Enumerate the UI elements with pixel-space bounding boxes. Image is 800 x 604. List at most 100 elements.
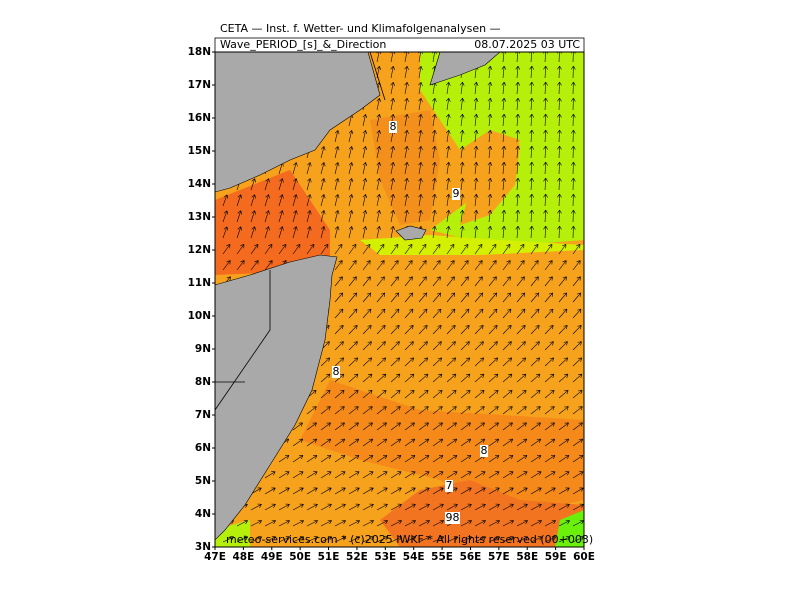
arrow — [487, 113, 493, 127]
arrow — [320, 146, 326, 159]
arrow — [488, 341, 498, 351]
contour-label-bg — [445, 480, 453, 492]
arrow — [474, 406, 485, 415]
arrow — [473, 97, 479, 111]
arrow — [502, 308, 512, 319]
arrow — [334, 210, 340, 223]
arrow — [376, 487, 388, 495]
arrow — [306, 194, 312, 207]
arrow — [278, 455, 290, 463]
arrow — [459, 81, 465, 95]
lat-label: 6N — [195, 442, 211, 454]
arrow — [348, 406, 359, 415]
arrow — [487, 81, 493, 95]
contour-label-bg — [389, 121, 397, 133]
lon-label: 52E — [346, 551, 368, 563]
arrow — [460, 357, 471, 367]
arrow — [432, 471, 444, 479]
arrow — [334, 243, 343, 255]
arrow — [571, 225, 576, 239]
lon-label: 53E — [374, 551, 396, 563]
arrow — [459, 161, 465, 175]
arrow — [376, 194, 382, 207]
arrow — [334, 325, 344, 335]
arrow — [418, 325, 428, 335]
arrow — [530, 422, 541, 431]
arrow — [571, 129, 576, 143]
arrow — [488, 503, 500, 511]
arrow — [474, 357, 485, 367]
arrow — [348, 438, 360, 447]
arrow — [292, 438, 304, 447]
lat-label: 5N — [195, 475, 211, 487]
arrow — [292, 178, 298, 191]
arrow — [362, 260, 371, 271]
arrow — [236, 536, 249, 543]
arrow — [404, 406, 415, 415]
arrow — [432, 390, 443, 399]
arrow — [543, 225, 548, 239]
arrow — [348, 146, 354, 159]
arrow — [404, 308, 414, 319]
arrow — [487, 177, 493, 191]
arrow — [460, 276, 469, 287]
arrow — [306, 503, 318, 511]
frame — [214, 51, 585, 548]
arrow — [222, 210, 229, 223]
arrow — [488, 455, 500, 463]
arrow — [572, 276, 581, 287]
arrow — [390, 292, 400, 303]
arrow — [501, 225, 507, 239]
arrow — [404, 162, 409, 175]
arrow — [432, 406, 443, 415]
arrow — [515, 113, 521, 127]
lon-label: 51E — [318, 551, 340, 563]
arrow — [404, 503, 416, 511]
arrow — [558, 373, 569, 383]
arrow — [502, 292, 512, 303]
arrow — [515, 225, 521, 239]
arrow — [320, 357, 331, 367]
field — [555, 510, 584, 547]
arrow — [250, 536, 263, 543]
arrow — [460, 373, 471, 383]
arrow — [404, 210, 409, 223]
arrow — [460, 390, 471, 399]
arrow — [320, 422, 331, 431]
arrow — [445, 145, 451, 159]
arrow — [529, 225, 534, 239]
arrow — [334, 373, 345, 383]
arrow — [376, 146, 382, 159]
arrow — [502, 487, 514, 495]
arrow — [557, 81, 562, 95]
arrow — [418, 113, 423, 127]
arrow — [473, 81, 479, 95]
arrow — [544, 373, 555, 383]
arrow — [376, 276, 385, 287]
arrow — [516, 536, 529, 543]
arrow — [572, 373, 583, 383]
arrow — [474, 276, 483, 287]
arrow — [292, 210, 298, 223]
arrow — [572, 325, 582, 335]
arrow — [571, 161, 576, 175]
arrow — [334, 471, 346, 479]
arrow — [390, 341, 400, 351]
arrow — [362, 194, 368, 207]
arrow — [404, 243, 413, 255]
arrow — [543, 145, 548, 159]
arrow — [404, 390, 415, 399]
arrow — [558, 292, 568, 303]
arrow — [390, 487, 402, 495]
arrow — [418, 260, 427, 271]
contour-label: 8 — [453, 511, 460, 524]
arrow — [445, 113, 451, 127]
arrow — [432, 455, 444, 463]
arrow — [320, 243, 329, 255]
arrow — [516, 390, 527, 399]
arrow — [418, 503, 430, 511]
arrow — [502, 357, 513, 367]
contour-label-bg — [332, 366, 340, 378]
arrow — [362, 519, 374, 527]
